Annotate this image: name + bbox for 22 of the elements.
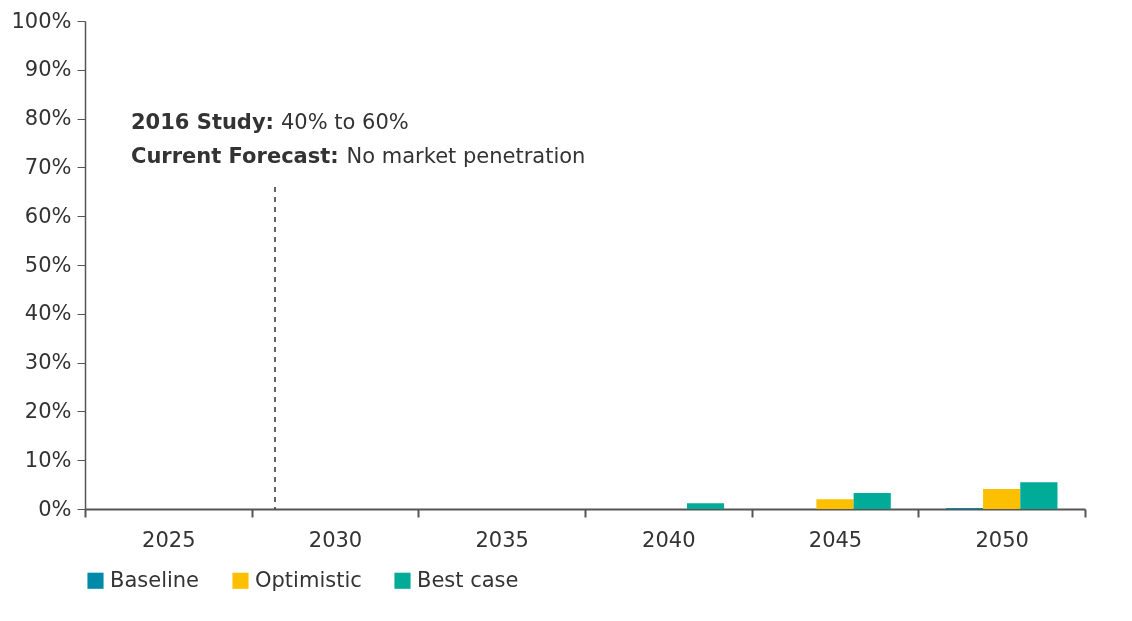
annotation: Current Forecast: No market penetration xyxy=(131,144,586,168)
y-tick-label: 30% xyxy=(24,350,72,375)
y-tick-label: 60% xyxy=(24,203,72,228)
y-tick-label: 40% xyxy=(24,301,72,326)
y-tick-label: 80% xyxy=(24,106,72,131)
x-tick-label: 2040 xyxy=(642,527,696,552)
y-tick-label: 0% xyxy=(38,496,72,521)
y-tick-label: 90% xyxy=(24,57,72,82)
x-tick-label: 2050 xyxy=(975,527,1029,552)
legend-label: Baseline xyxy=(110,567,200,592)
legend-label: Optimistic xyxy=(255,567,362,592)
x-tick-label: 2025 xyxy=(142,527,196,552)
x-tick-label: 2045 xyxy=(808,527,863,552)
x-tick-label: 2030 xyxy=(308,527,363,552)
legend-label: Best case xyxy=(417,567,519,592)
x-tick-label: 2035 xyxy=(475,527,529,552)
y-tick-label: 20% xyxy=(24,398,72,423)
y-tick-label: 100% xyxy=(11,8,72,33)
annotation: 2016 Study: 40% to 60% xyxy=(131,110,409,134)
y-tick-label: 70% xyxy=(24,154,72,179)
y-tick-label: 50% xyxy=(24,252,72,277)
y-tick-label: 10% xyxy=(24,447,72,472)
